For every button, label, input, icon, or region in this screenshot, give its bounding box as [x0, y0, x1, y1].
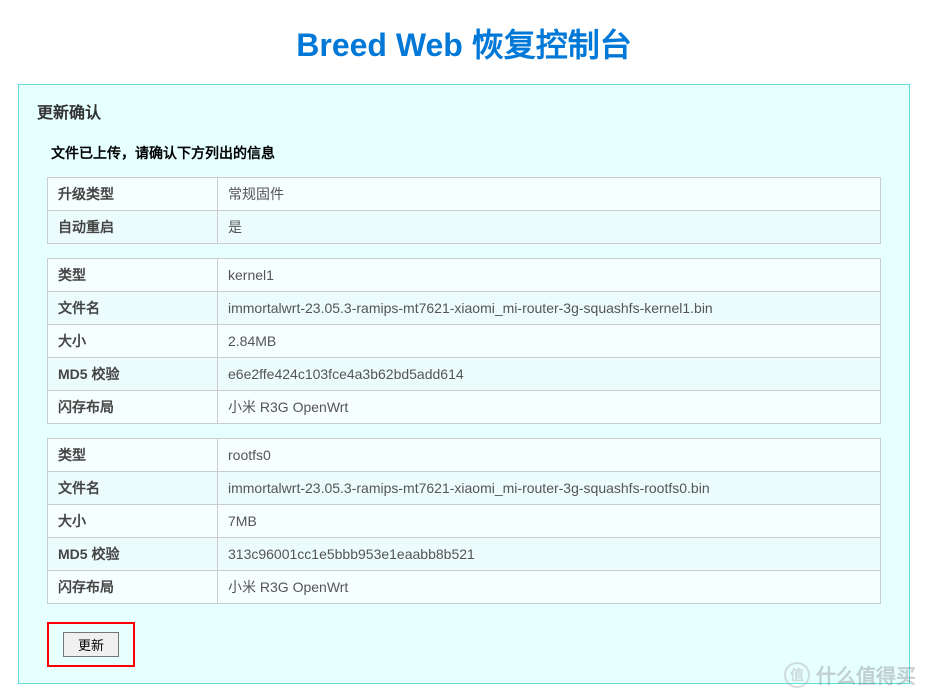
label-filename: 文件名 — [48, 472, 218, 505]
value-file2-filename: immortalwrt-23.05.3-ramips-mt7621-xiaomi… — [218, 472, 881, 505]
value-file2-type: rootfs0 — [218, 439, 881, 472]
watermark-text: 什么值得买 — [816, 660, 916, 689]
label-type: 类型 — [48, 439, 218, 472]
value-file1-type: kernel1 — [218, 259, 881, 292]
page-title: Breed Web 恢复控制台 — [0, 0, 928, 84]
instruction-text: 文件已上传，请确认下方列出的信息 — [47, 137, 881, 177]
label-flash-layout: 闪存布局 — [48, 571, 218, 604]
label-size: 大小 — [48, 505, 218, 538]
table-row: 文件名 immortalwrt-23.05.3-ramips-mt7621-xi… — [48, 472, 881, 505]
value-file1-size: 2.84MB — [218, 325, 881, 358]
table-row: 闪存布局 小米 R3G OpenWrt — [48, 571, 881, 604]
watermark-icon: 值 — [784, 662, 810, 688]
label-filename: 文件名 — [48, 292, 218, 325]
table-row: 大小 2.84MB — [48, 325, 881, 358]
table-row: MD5 校验 313c96001cc1e5bbb953e1eaabb8b521 — [48, 538, 881, 571]
panel-body: 文件已上传，请确认下方列出的信息 升级类型 常规固件 自动重启 是 类型 ker… — [19, 133, 909, 683]
file2-table: 类型 rootfs0 文件名 immortalwrt-23.05.3-ramip… — [47, 438, 881, 604]
update-button[interactable]: 更新 — [63, 632, 119, 657]
table-row: 升级类型 常规固件 — [48, 178, 881, 211]
label-upgrade-type: 升级类型 — [48, 178, 218, 211]
value-file2-md5: 313c96001cc1e5bbb953e1eaabb8b521 — [218, 538, 881, 571]
table-row: MD5 校验 e6e2ffe424c103fce4a3b62bd5add614 — [48, 358, 881, 391]
file1-table: 类型 kernel1 文件名 immortalwrt-23.05.3-ramip… — [47, 258, 881, 424]
value-file1-md5: e6e2ffe424c103fce4a3b62bd5add614 — [218, 358, 881, 391]
table-row: 大小 7MB — [48, 505, 881, 538]
value-file2-flash-layout: 小米 R3G OpenWrt — [218, 571, 881, 604]
label-md5: MD5 校验 — [48, 538, 218, 571]
label-size: 大小 — [48, 325, 218, 358]
table-row: 自动重启 是 — [48, 211, 881, 244]
value-file1-filename: immortalwrt-23.05.3-ramips-mt7621-xiaomi… — [218, 292, 881, 325]
value-auto-reboot: 是 — [218, 211, 881, 244]
watermark: 值 什么值得买 — [784, 660, 916, 689]
value-upgrade-type: 常规固件 — [218, 178, 881, 211]
table-row: 类型 rootfs0 — [48, 439, 881, 472]
panel-header: 更新确认 — [19, 85, 909, 133]
table-row: 类型 kernel1 — [48, 259, 881, 292]
label-flash-layout: 闪存布局 — [48, 391, 218, 424]
confirm-panel: 更新确认 文件已上传，请确认下方列出的信息 升级类型 常规固件 自动重启 是 类… — [18, 84, 910, 684]
summary-table: 升级类型 常规固件 自动重启 是 — [47, 177, 881, 244]
label-auto-reboot: 自动重启 — [48, 211, 218, 244]
table-row: 文件名 immortalwrt-23.05.3-ramips-mt7621-xi… — [48, 292, 881, 325]
label-type: 类型 — [48, 259, 218, 292]
label-md5: MD5 校验 — [48, 358, 218, 391]
action-area: 更新 — [47, 618, 881, 667]
value-file1-flash-layout: 小米 R3G OpenWrt — [218, 391, 881, 424]
value-file2-size: 7MB — [218, 505, 881, 538]
highlight-annotation: 更新 — [47, 622, 135, 667]
table-row: 闪存布局 小米 R3G OpenWrt — [48, 391, 881, 424]
